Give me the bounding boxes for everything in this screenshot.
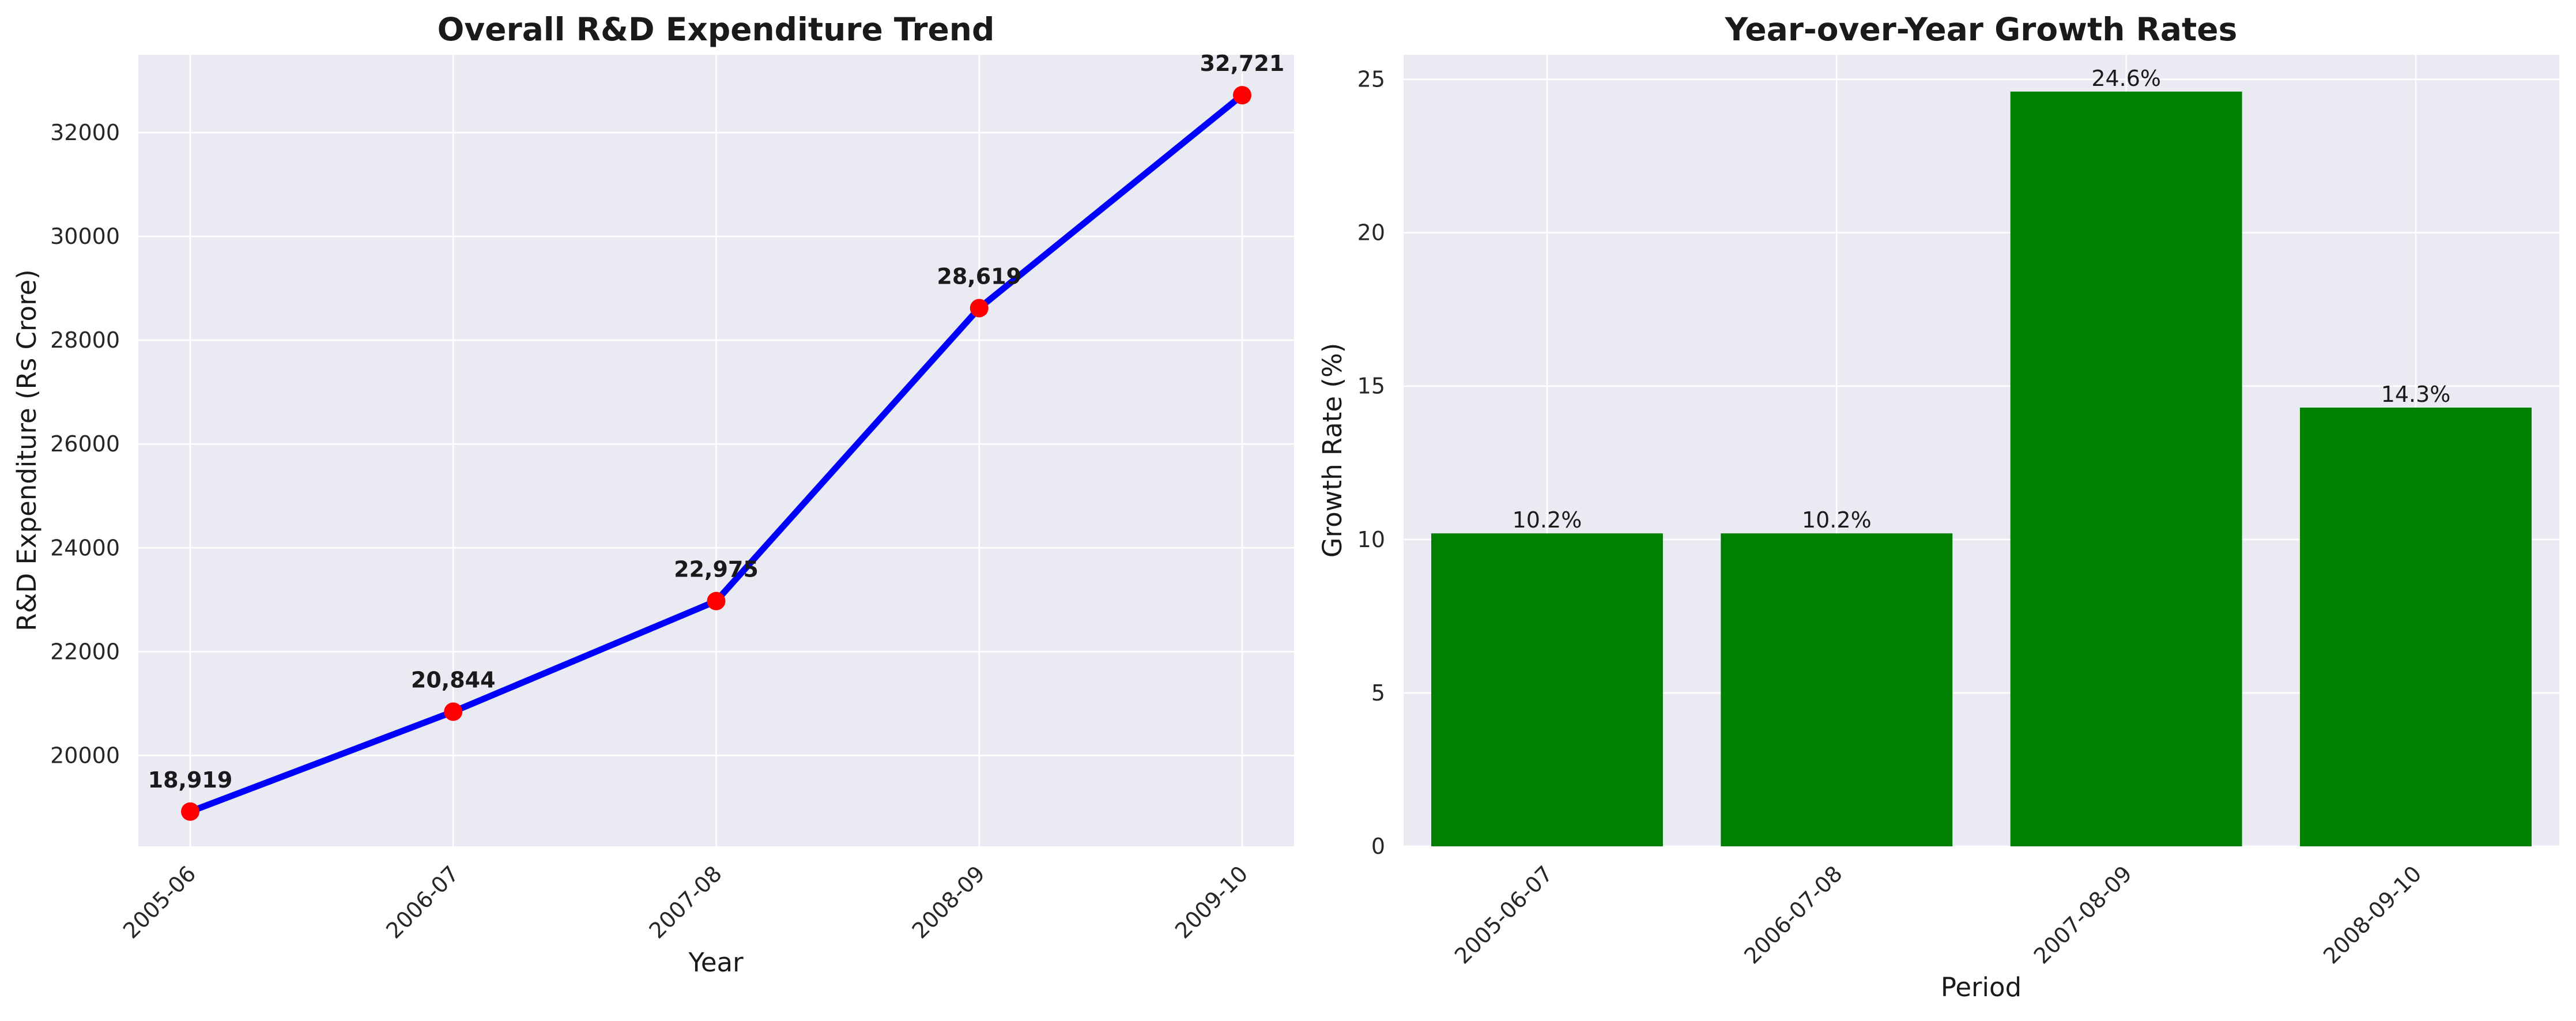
bar: [2010, 91, 2242, 846]
bar-data-label: 10.2%: [1802, 507, 1872, 533]
line-data-point: [970, 299, 989, 318]
bar-x-tick-label: 2007-08-09: [2029, 861, 2137, 969]
bar-y-tick-label: 25: [1357, 67, 1385, 92]
line-data-label: 22,975: [674, 557, 759, 582]
line-grid: [138, 55, 1294, 846]
line-data-point: [707, 591, 726, 611]
line-y-tick-label: 20000: [50, 743, 120, 768]
bar-y-tick-label: 10: [1357, 527, 1385, 552]
line-x-tick-label: 2005-06: [118, 861, 201, 943]
bar-y-tick-label: 20: [1357, 220, 1385, 246]
bar: [2300, 407, 2532, 846]
bar-data-label: 14.3%: [2381, 382, 2451, 407]
line-data-label: 28,619: [937, 263, 1021, 289]
line-x-tick-label: 2006-07: [381, 861, 463, 943]
bar-x-axis-label: Period: [1941, 972, 2021, 1003]
bar-y-ticks: 0 5 10 15 20 25: [1357, 67, 1385, 859]
line-chart: 20000 22000 24000 26000 28000 30000 32000 2005…: [12, 11, 1294, 978]
bar-y-tick-label: 5: [1371, 680, 1385, 706]
line-y-tick-label: 26000: [50, 431, 120, 457]
line-x-tick-label: 2008-09: [907, 861, 990, 943]
line-y-tick-label: 28000: [50, 327, 120, 353]
line-x-tick-label: 2009-10: [1170, 861, 1253, 943]
bar-x-ticks: 2005-06-07 2006-07-08 2007-08-09 2008-09-10: [1450, 861, 2426, 969]
line-y-tick-label: 32000: [50, 120, 120, 145]
bar: [1721, 533, 1953, 846]
bar-data-label: 24.6%: [2091, 66, 2161, 91]
bar-series: [1431, 91, 2532, 846]
bar-y-axis-label: Growth Rate (%): [1317, 343, 1348, 558]
bar-chart-title: Year-over-Year Growth Rates: [1725, 11, 2238, 48]
line-data-point: [1233, 86, 1251, 105]
line-y-ticks: 20000 22000 24000 26000 28000 30000 32000: [50, 120, 120, 768]
bar-data-label: 10.2%: [1513, 507, 1582, 533]
line-chart-title: Overall R&D Expenditure Trend: [437, 11, 995, 48]
line-y-tick-label: 22000: [50, 639, 120, 664]
bar-data-labels: 10.2% 10.2% 24.6% 14.3%: [1513, 66, 2451, 533]
bar-chart: 0 5 10 15 20 25 2005-06-07 2006-07-08 2007-08-0…: [1317, 11, 2559, 1003]
line-y-tick-label: 24000: [50, 535, 120, 560]
bar-x-tick-label: 2006-07-08: [1739, 861, 1847, 969]
line-y-tick-label: 30000: [50, 224, 120, 249]
line-data-label: 32,721: [1200, 51, 1285, 76]
line-x-tick-label: 2007-08: [644, 861, 726, 943]
line-series: [181, 86, 1251, 821]
bar-x-tick-label: 2008-09-10: [2318, 861, 2426, 969]
line-x-ticks: 2005-06 2006-07 2007-08 2008-09 2009-10: [118, 861, 1253, 943]
bar-x-tick-label: 2005-06-07: [1450, 861, 1557, 969]
line-x-axis-label: Year: [688, 947, 744, 978]
line-data-point: [444, 702, 463, 721]
line-y-axis-label: R&D Expenditure (Rs Crore): [12, 269, 42, 631]
line-data-point: [181, 802, 199, 821]
bar: [1431, 533, 1663, 846]
bar-y-tick-label: 0: [1371, 834, 1385, 859]
line-data-label: 20,844: [411, 667, 496, 692]
line-data-label: 18,919: [148, 767, 233, 793]
line-data-labels: 18,919 20,844 22,975 28,619 32,721: [148, 51, 1285, 793]
bar-y-tick-label: 15: [1357, 374, 1385, 399]
